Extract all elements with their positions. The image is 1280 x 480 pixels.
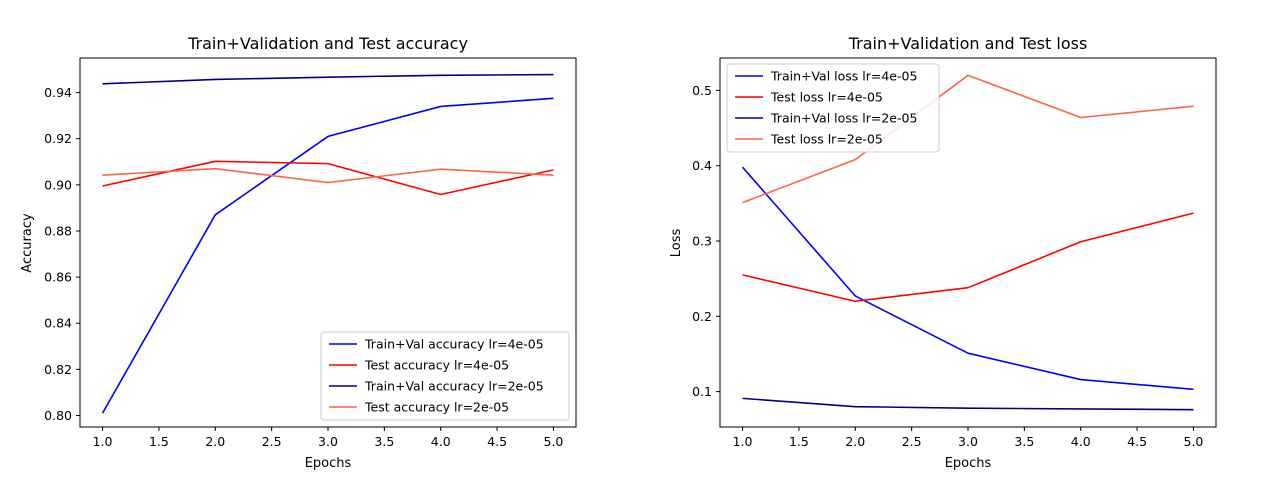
legend-label: Test accuracy lr=2e-05 [364,400,509,415]
loss-series-line-4 [742,74,1194,204]
loss-plot-frame [719,57,1217,428]
accuracy-series-line-2 [102,160,554,196]
y-tick-label: 0.80 [44,408,72,423]
accuracy-legend: Train+Val accuracy lr=4e-05 Test accuracy… [320,331,570,421]
loss-series-line-3 [742,397,1194,411]
legend-label: Test loss lr=2e-05 [770,132,883,147]
accuracy-series-line-4 [102,167,554,184]
y-tick-label: 0.92 [44,131,72,146]
accuracy-chart-title: Train+Validation and Test accuracy [187,34,468,53]
accuracy-chart-panel: Train+Validation and Test accuracy Epoch… [20,34,577,471]
x-tick-label: 1.0 [733,434,753,449]
y-tick-label: 0.1 [692,384,712,399]
x-tick-label: 4.0 [431,434,451,449]
x-tick-label: 4.5 [1127,434,1147,449]
accuracy-legend-item-1: Train+Val accuracy lr=4e-05 [329,337,544,352]
loss-legend-item-3: Train+Val loss lr=2e-05 [735,111,917,126]
accuracy-series-line-1 [101,97,554,414]
x-tick-label: 1.5 [149,434,169,449]
x-tick-label: 2.0 [205,434,225,449]
x-tick-label: 2.0 [845,434,865,449]
x-tick-label: 2.5 [902,434,922,449]
x-tick-label: 1.0 [93,434,113,449]
y-tick-label: 0.3 [692,233,712,248]
loss-legend-item-1: Train+Val loss lr=4e-05 [735,69,917,84]
accuracy-legend-item-4: Test accuracy lr=2e-05 [329,400,509,415]
accuracy-legend-item-2: Test accuracy lr=4e-05 [329,358,509,373]
y-tick-label: 0.4 [692,158,712,173]
x-tick-label: 5.0 [1184,434,1204,449]
accuracy-legend-box [320,331,570,421]
loss-x-axis-label: Epochs [945,456,992,471]
legend-label: Train+Val loss lr=4e-05 [770,69,917,84]
loss-legend-item-4: Test loss lr=2e-05 [735,132,883,147]
loss-legend-box [726,63,940,153]
loss-series-line-1 [741,166,1194,391]
x-tick-label: 3.5 [374,434,394,449]
x-tick-label: 1.5 [789,434,809,449]
legend-label: Test accuracy lr=4e-05 [364,358,509,373]
y-tick-label: 0.86 [44,270,72,285]
accuracy-x-ticks: 1.0 1.5 2.0 2.5 3.0 3.5 4.0 4.5 5.0 [93,427,564,449]
legend-label: Train+Val accuracy lr=4e-05 [364,337,544,352]
loss-series-lines [741,74,1194,411]
accuracy-y-ticks: 0.80 0.82 0.84 0.86 0.88 0.90 0.92 0.94 [44,85,80,423]
x-tick-label: 3.0 [958,434,978,449]
x-tick-label: 3.5 [1014,434,1034,449]
y-tick-label: 0.88 [44,223,72,238]
loss-legend-item-2: Test loss lr=4e-05 [735,90,883,105]
x-tick-label: 3.0 [318,434,338,449]
accuracy-legend-item-3: Train+Val accuracy lr=2e-05 [329,379,544,394]
loss-y-axis-label: Loss [669,229,684,258]
loss-legend: Train+Val loss lr=4e-05 Test loss lr=4e-0… [726,63,940,153]
loss-chart-title: Train+Validation and Test loss [848,34,1088,53]
y-tick-label: 0.5 [692,83,712,98]
accuracy-series-line-3 [102,73,554,85]
x-tick-label: 4.0 [1071,434,1091,449]
y-tick-label: 0.2 [692,309,712,324]
accuracy-x-axis-label: Epochs [305,456,352,471]
x-tick-label: 5.0 [544,434,564,449]
y-tick-label: 0.84 [44,316,72,331]
accuracy-series-lines [101,73,554,414]
loss-chart-panel: Train+Validation and Test loss Epochs Lo… [669,34,1217,471]
accuracy-plot-frame [79,57,577,428]
loss-x-ticks: 1.0 1.5 2.0 2.5 3.0 3.5 4.0 4.5 5.0 [733,427,1204,449]
x-tick-label: 2.5 [262,434,282,449]
legend-label: Train+Val loss lr=2e-05 [770,111,917,126]
y-tick-label: 0.94 [44,85,72,100]
y-tick-label: 0.90 [44,177,72,192]
accuracy-y-axis-label: Accuracy [20,213,35,273]
x-tick-label: 4.5 [487,434,507,449]
loss-y-ticks: 0.1 0.2 0.3 0.4 0.5 [692,83,720,399]
y-tick-label: 0.82 [44,362,72,377]
loss-series-line-2 [742,212,1194,303]
legend-label: Train+Val accuracy lr=2e-05 [364,379,544,394]
legend-label: Test loss lr=4e-05 [770,90,883,105]
